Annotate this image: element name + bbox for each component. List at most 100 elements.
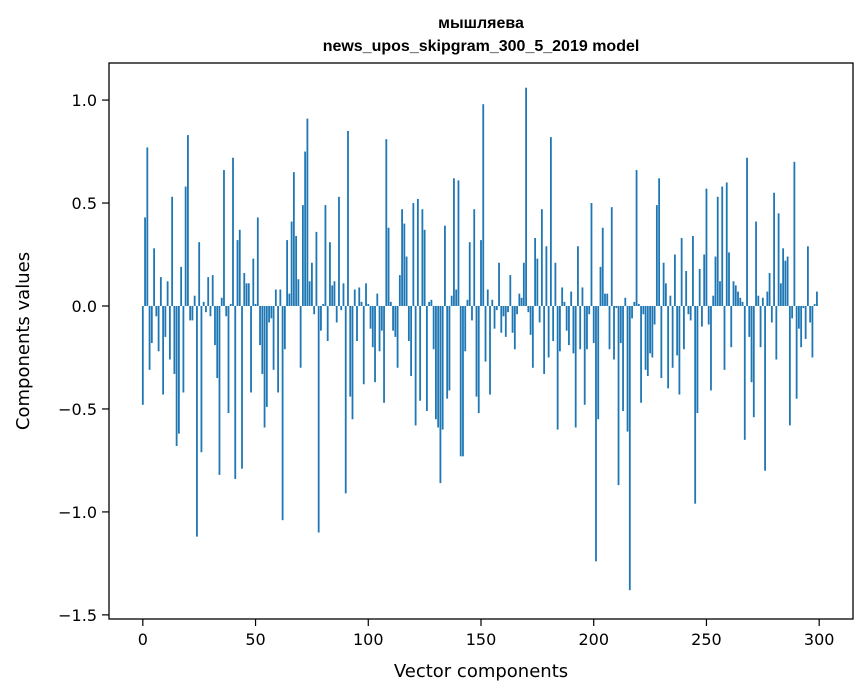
bar: [459, 305, 462, 457]
bar: [773, 192, 775, 306]
bar: [583, 305, 586, 405]
bar: [768, 273, 771, 306]
bar: [518, 293, 521, 306]
bar: [182, 305, 185, 393]
bar: [229, 303, 232, 306]
bar: [601, 227, 604, 306]
bar: [696, 305, 699, 414]
bar: [274, 289, 277, 306]
bar: [592, 305, 595, 344]
bar: [748, 305, 751, 337]
bar: [457, 180, 460, 306]
bar: [175, 305, 178, 447]
bar: [412, 203, 415, 306]
bar: [173, 305, 176, 374]
bar: [660, 305, 663, 379]
bar: [581, 287, 584, 306]
bar: [631, 305, 633, 319]
bar: [482, 104, 485, 306]
bar: [335, 305, 338, 323]
bar: [162, 305, 165, 395]
x-tick-label: 50: [245, 630, 265, 649]
bar: [543, 305, 546, 374]
bar: [150, 305, 153, 344]
bar: [430, 299, 433, 306]
bar: [211, 275, 214, 306]
bar: [809, 305, 812, 323]
bar: [380, 305, 383, 331]
bar: [743, 305, 746, 440]
bar: [721, 186, 724, 306]
chart-subtitle: news_upos_skipgram_300_5_2019 model: [323, 38, 640, 55]
bar: [673, 254, 676, 306]
bar: [725, 182, 728, 306]
bar: [651, 305, 654, 358]
bar: [728, 252, 730, 306]
bar: [198, 242, 201, 306]
bar: [698, 268, 701, 306]
bar: [155, 305, 158, 317]
bar: [313, 305, 316, 315]
y-tick-label: −1.0: [58, 503, 97, 522]
bar: [263, 305, 266, 428]
bar: [383, 305, 385, 403]
bar: [270, 305, 273, 319]
bar: [757, 295, 760, 306]
bar: [804, 305, 807, 339]
y-tick-label: 0.5: [72, 194, 97, 213]
bar: [389, 301, 392, 306]
bar: [653, 305, 656, 325]
bar: [527, 305, 530, 313]
bar: [259, 305, 261, 346]
bar: [435, 305, 437, 420]
bar: [362, 305, 365, 385]
bar: [326, 305, 329, 341]
bar: [606, 293, 609, 306]
bar: [180, 266, 183, 306]
bar: [371, 305, 374, 348]
bar: [759, 305, 762, 348]
bar: [775, 305, 778, 360]
bar: [304, 151, 307, 306]
bar: [247, 283, 250, 306]
bar: [498, 262, 500, 306]
bar: [608, 305, 611, 350]
bar: [746, 157, 748, 306]
bar: [376, 293, 379, 306]
bar: [164, 305, 167, 337]
bar: [265, 305, 268, 407]
bar: [714, 256, 717, 306]
bar: [644, 305, 647, 370]
y-tick-label: −0.5: [58, 400, 97, 419]
bar: [227, 305, 230, 414]
bar: [480, 240, 482, 306]
bar: [441, 305, 444, 430]
y-axis-ticks: −1.5 −1.0 −0.5 0.0 0.5 1.0: [58, 91, 109, 625]
bar: [290, 221, 293, 306]
bar: [403, 223, 406, 306]
bar: [577, 246, 579, 306]
bar: [484, 305, 487, 362]
bar: [646, 305, 649, 376]
bar: [385, 139, 388, 306]
bar: [378, 305, 381, 352]
bar: [752, 305, 755, 418]
bar: [710, 305, 712, 391]
bar: [200, 305, 203, 453]
bar: [367, 303, 370, 306]
bar: [295, 235, 298, 306]
bar: [797, 305, 800, 329]
bar: [707, 305, 710, 325]
bar: [252, 258, 255, 306]
bar: [534, 238, 537, 306]
bar: [225, 305, 228, 317]
bar: [209, 305, 212, 317]
bar: [635, 170, 638, 306]
bar: [216, 305, 219, 379]
bar: [333, 281, 336, 306]
bar: [464, 305, 467, 352]
bar: [755, 221, 757, 306]
bar: [604, 293, 606, 306]
bar: [816, 291, 818, 306]
bar: [437, 305, 440, 428]
